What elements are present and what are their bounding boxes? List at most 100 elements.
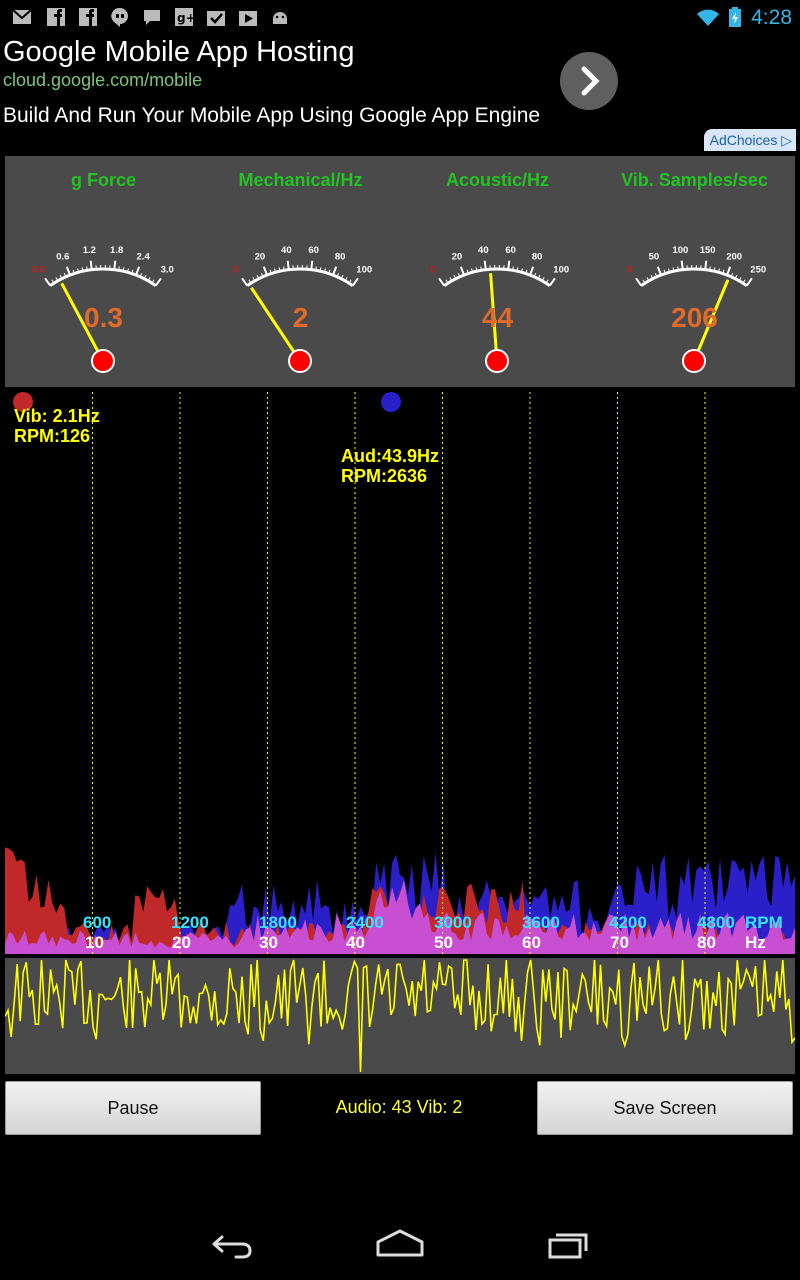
gauge-minor-tick	[480, 266, 482, 271]
gauge-minor-tick	[77, 268, 80, 273]
status-readout: Audio: 43 Vib: 2	[335, 1097, 463, 1117]
gauge-arc	[640, 267, 748, 287]
gauge-minor-tick	[323, 268, 326, 273]
gauge-tick-label: 20	[452, 251, 463, 262]
gauge-tick-label: 1.8	[110, 245, 123, 256]
home-button[interactable]	[370, 1222, 430, 1266]
gauge-minor-tick	[650, 274, 654, 279]
gauge-minor-tick	[537, 274, 541, 279]
gauge-minor-tick	[319, 267, 322, 272]
rpm-tick: 1800	[259, 913, 297, 932]
gauge-tick	[286, 260, 290, 270]
gauge-minor-tick	[336, 272, 340, 278]
hz-tick: 80	[697, 933, 716, 952]
gauge-minor-tick	[475, 267, 478, 272]
gauge-minor-tick	[738, 277, 742, 282]
gauge-tick-label: 0	[233, 264, 238, 275]
gauge-hub	[288, 349, 312, 373]
gauge-minor-tick	[541, 277, 545, 282]
recents-button[interactable]	[540, 1222, 600, 1266]
gauge-value: 0.3	[84, 302, 123, 333]
android-icon	[270, 7, 290, 27]
gauge-minor-tick	[512, 266, 514, 271]
gauge-tick	[65, 266, 71, 276]
adchoices-link[interactable]: AdChoices ▷	[703, 129, 796, 151]
gauge-minor-tick	[466, 269, 469, 274]
rpm-tick: 4200	[609, 913, 647, 932]
gauge-tick-label: 1.2	[83, 245, 96, 256]
gauge-minor-tick	[328, 269, 331, 274]
facebook-icon	[78, 7, 98, 27]
gauge-tick-label: 2.4	[137, 251, 151, 262]
gauge-tick-label: 50	[649, 251, 660, 262]
gauge-tick	[507, 260, 511, 270]
gauge-minor-tick	[131, 269, 134, 274]
gauge-title: Mechanical/Hz	[238, 170, 363, 190]
gauge-value: 206	[671, 302, 718, 333]
gauge-hub	[682, 349, 706, 373]
svg-text:g+: g+	[177, 11, 194, 25]
gauge-arc	[49, 267, 157, 287]
ad-title[interactable]: Google Mobile App Hosting	[3, 36, 355, 68]
gauge-minor-tick	[457, 272, 461, 278]
gauge-arc	[246, 267, 354, 287]
gauge-minor-tick	[677, 266, 679, 271]
gauge-minor-tick	[118, 266, 120, 271]
gauge-hub	[91, 349, 115, 373]
wifi-icon	[696, 7, 720, 27]
ad-banner[interactable]: Google Mobile App Hosting cloud.google.c…	[0, 34, 800, 152]
gauge-tick-label: 150	[700, 245, 716, 256]
gauge-minor-tick	[734, 274, 738, 279]
hz-tick: 10	[85, 933, 104, 952]
gauge-hub	[485, 349, 509, 373]
hz-tick: 20	[172, 933, 191, 952]
gauge-tick	[154, 277, 162, 287]
gauge-minor-tick	[516, 267, 519, 272]
gauge-tick-label: 60	[308, 245, 319, 256]
gauge-minor-tick	[453, 274, 457, 279]
hz-tick: 70	[610, 933, 629, 952]
gauge-tick-label: 250	[750, 264, 766, 275]
pause-button[interactable]: Pause	[5, 1081, 261, 1135]
gauge-value: 44	[481, 302, 514, 333]
gauge-tick	[680, 260, 684, 270]
facebook-icon	[46, 7, 66, 27]
gauge-tick	[89, 260, 93, 270]
save-screen-button[interactable]: Save Screen	[537, 1081, 793, 1135]
gauge-dial: 0 20 40 60 80 100	[430, 245, 569, 373]
ad-url[interactable]: cloud.google.com/mobile	[3, 70, 203, 90]
gauge-tick	[438, 277, 446, 287]
ad-description[interactable]: Build And Run Your Mobile App Using Goog…	[3, 104, 541, 127]
gauge-dial: 0 50 100 150 200 250	[627, 245, 766, 373]
gauge-minor-tick	[449, 277, 453, 282]
gauge-dial: 0 20 40 60 80 100	[233, 245, 372, 373]
hz-tick: 60	[522, 933, 541, 952]
battery-charging-icon	[728, 7, 742, 27]
gauge-minor-tick	[86, 266, 88, 271]
waveform-plot	[5, 958, 795, 1074]
gauge-minor-tick	[709, 266, 711, 271]
aud-rpm-label: RPM:2636	[341, 466, 428, 486]
gauge-minor-tick	[51, 279, 55, 284]
gauge-tick	[113, 260, 117, 270]
gauge-minor-tick	[269, 269, 272, 274]
gauge-minor-tick	[55, 277, 59, 282]
gauge-tick	[704, 260, 708, 270]
hangouts-icon	[110, 7, 130, 27]
gauge-minor-tick	[717, 268, 720, 273]
rpm-tick: 600	[83, 913, 112, 932]
gauge-tick	[656, 266, 662, 276]
ad-open-button[interactable]	[560, 52, 618, 110]
spectrum-canvas	[5, 392, 795, 954]
back-button[interactable]	[200, 1222, 260, 1266]
gauge-mechanical-hz: Mechanical/Hz 0 20 40 60 80 100 2	[202, 156, 399, 387]
gauge-minor-tick	[340, 274, 344, 279]
gauge-minor-tick	[260, 272, 264, 278]
gauge-minor-tick	[672, 267, 675, 272]
gauge-tick-label: 3.0	[161, 264, 174, 275]
rpm-tick: 3600	[522, 913, 560, 932]
overlap-spectrum-series	[5, 879, 795, 954]
gauge-minor-tick	[256, 274, 260, 279]
gauge-needle	[60, 282, 105, 362]
gauge-minor-tick	[663, 269, 666, 274]
